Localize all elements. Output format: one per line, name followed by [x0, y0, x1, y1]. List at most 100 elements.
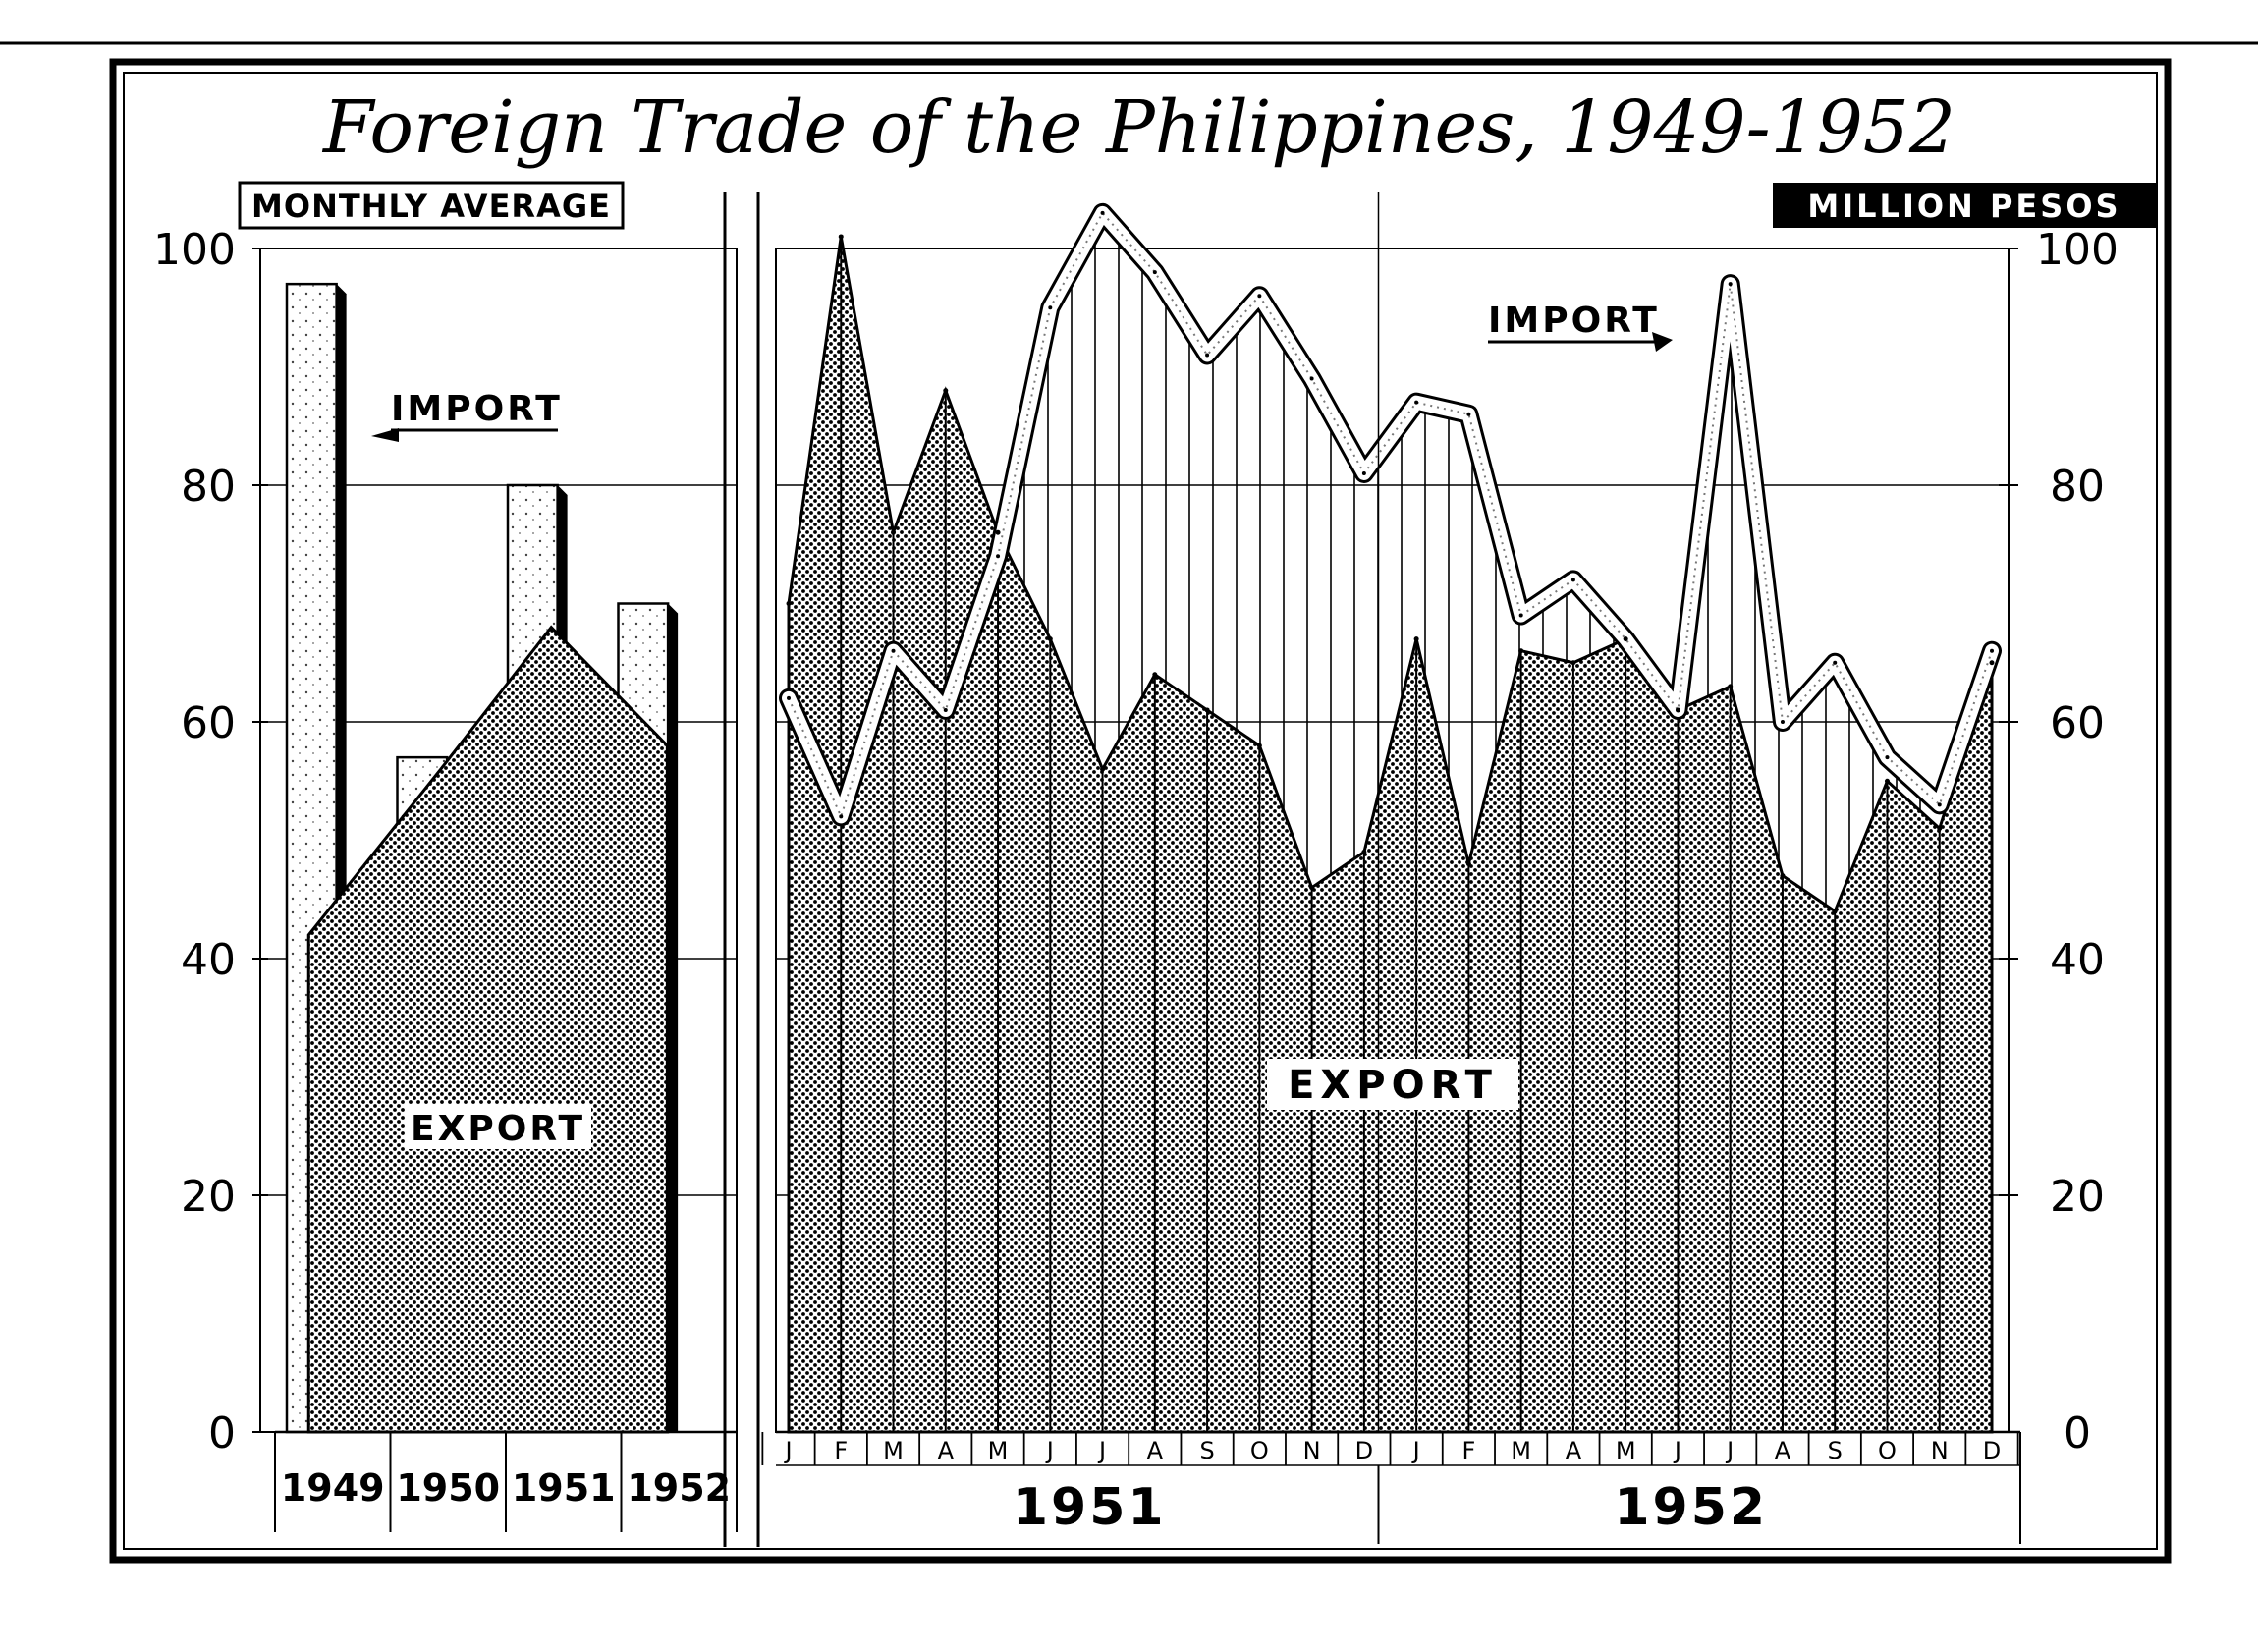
y-tick-label-left: 20: [181, 1172, 236, 1222]
month-label: F: [834, 1437, 848, 1464]
category-label: 1950: [396, 1466, 500, 1510]
import-point: [1257, 294, 1262, 299]
month-label: A: [1147, 1437, 1164, 1464]
export-point: [1570, 660, 1576, 666]
right-import-arrow: [1652, 332, 1673, 352]
export-point: [1675, 707, 1680, 713]
outer-frame: [109, 58, 2172, 1564]
month-label: D: [1355, 1437, 1373, 1464]
year-label: 1951: [1013, 1478, 1167, 1537]
export-point: [1047, 636, 1053, 642]
month-label: J: [783, 1437, 792, 1464]
import-point: [1100, 210, 1105, 215]
right-export-label: EXPORT: [1288, 1063, 1498, 1108]
export-point: [786, 601, 792, 606]
category-label: 1949: [281, 1466, 385, 1510]
right-import-label: IMPORT: [1488, 301, 1660, 341]
y-tick-label-right: 60: [2050, 698, 2105, 748]
export-point: [1989, 660, 1995, 666]
million-pesos-box: [1773, 183, 2156, 228]
export-area-left: [306, 625, 669, 1434]
import-line-core: [788, 211, 1993, 818]
category-label: 1951: [512, 1466, 616, 1510]
import-point: [1152, 270, 1157, 275]
left-import-label: IMPORT: [391, 389, 563, 429]
export-point: [1780, 873, 1786, 879]
chart-title: Foreign Trade of the Philippines, 1949-1…: [321, 85, 1955, 170]
import-point: [1885, 755, 1890, 760]
right-panel-monthly-series: J F M A M J J A S O N D J F M A M J J A S O N D 1951 1952: [761, 192, 2021, 1544]
month-label: M: [1511, 1437, 1531, 1464]
import-point: [1518, 613, 1523, 618]
category-label: 1952: [627, 1466, 731, 1510]
y-tick-label-left: 40: [181, 935, 236, 985]
month-label: J: [1045, 1437, 1054, 1464]
y-tick-label-right: 0: [2064, 1408, 2091, 1459]
month-label: A: [1775, 1437, 1791, 1464]
export-point: [1256, 743, 1262, 748]
export-point: [1309, 885, 1315, 891]
export-point: [1465, 861, 1471, 867]
left-export-label: EXPORT: [411, 1109, 585, 1149]
import-point: [787, 695, 791, 700]
month-label: M: [1616, 1437, 1636, 1464]
import-point: [1205, 353, 1210, 358]
month-label: J: [1725, 1437, 1734, 1464]
y-tick-label-right: 80: [2050, 462, 2105, 512]
month-label: D: [1983, 1437, 2001, 1464]
export-area-right: [787, 236, 1994, 1434]
month-label: F: [1461, 1437, 1475, 1464]
import-point: [891, 648, 896, 653]
export-point: [1152, 672, 1158, 678]
import-point: [996, 554, 1001, 559]
monthly-average-box: [238, 181, 625, 230]
left-panel-monthly-average: 1949 1950 1951 1952: [252, 192, 760, 1547]
y-tick-label-left: 0: [208, 1408, 236, 1459]
y-tick-label-left: 80: [181, 462, 236, 512]
month-label: J: [1673, 1437, 1681, 1464]
monthly-average-label: MONTHLY AVERAGE: [251, 188, 611, 225]
month-label: S: [1828, 1437, 1843, 1464]
month-label: J: [1097, 1437, 1106, 1464]
import-point: [1570, 578, 1575, 582]
month-label: O: [1878, 1437, 1897, 1464]
month-label: J: [1411, 1437, 1420, 1464]
month-label: A: [1566, 1437, 1582, 1464]
export-point: [1937, 825, 1943, 831]
export-point: [1518, 648, 1524, 654]
left-import-arrow: [371, 428, 399, 442]
month-label: M: [988, 1437, 1009, 1464]
export-point: [995, 529, 1001, 535]
panel-labels: IMPORT EXPORT IMPORT EXPORT: [371, 301, 1673, 1149]
export-point: [838, 234, 844, 240]
import-point: [943, 707, 948, 712]
export-point: [891, 529, 897, 535]
month-label: N: [1931, 1437, 1949, 1464]
import-point: [1309, 376, 1314, 381]
y-tick-label-right: 40: [2050, 935, 2105, 985]
export-point: [1623, 636, 1628, 642]
export-point: [1204, 707, 1210, 713]
export-point: [1100, 766, 1106, 772]
year-label: 1952: [1614, 1478, 1768, 1537]
import-point: [1728, 282, 1733, 287]
y-tick-label-right: 20: [2050, 1172, 2105, 1222]
month-label: A: [938, 1437, 955, 1464]
import-point: [1990, 648, 1994, 653]
month-label: N: [1303, 1437, 1321, 1464]
month-label: S: [1199, 1437, 1214, 1464]
left-export-label-bg: [405, 1104, 591, 1149]
import-point: [1466, 412, 1471, 416]
import-point: [1414, 400, 1419, 405]
export-point: [1728, 684, 1734, 689]
import-point: [1937, 802, 1942, 807]
inner-frame: [123, 72, 2158, 1550]
million-pesos-label: MILLION PESOS: [1807, 188, 2120, 225]
y-tick-label-left: 100: [153, 225, 236, 275]
right-export-label-bg: [1267, 1059, 1518, 1110]
import-point: [1048, 305, 1053, 310]
export-point: [1361, 850, 1367, 855]
left-y-axis: 0 20 40 60 80 100: [153, 225, 236, 1459]
export-point: [1884, 778, 1890, 784]
